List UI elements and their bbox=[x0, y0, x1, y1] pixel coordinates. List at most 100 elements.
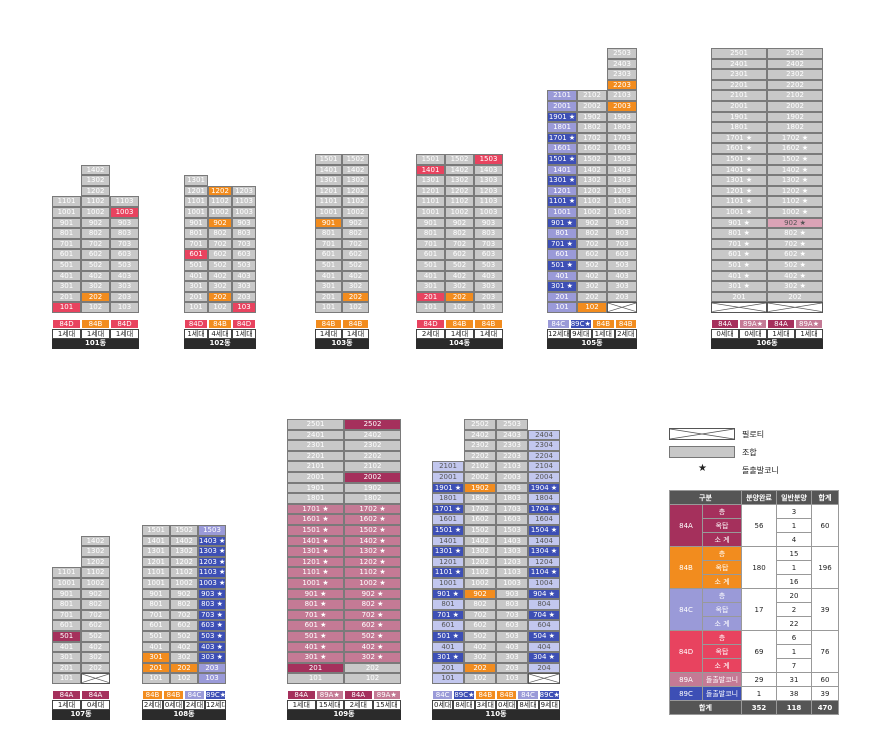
unit-cell: 703 bbox=[474, 238, 503, 250]
unit-cell: 1004 bbox=[528, 578, 560, 589]
unit-cell: 1003 bbox=[496, 578, 528, 589]
unit-cell: 403 bbox=[110, 270, 139, 282]
unit-cell: 1302 bbox=[577, 175, 607, 186]
unit-cell: 2401 bbox=[711, 58, 767, 70]
unit-cell: 1503 bbox=[474, 154, 503, 165]
building-name: 102동 bbox=[184, 339, 256, 349]
unit-cell: 1002 bbox=[81, 207, 110, 218]
unit-cell: 601 bbox=[547, 249, 577, 260]
unit-cell: 1303 bbox=[496, 546, 528, 557]
unit-cell: 2201 bbox=[287, 450, 344, 462]
unit-cell: 2403 bbox=[496, 429, 528, 441]
unit-cell: 702 bbox=[445, 238, 474, 250]
unit-cell: 1201 bbox=[416, 185, 445, 197]
unit-cell: 902 ★ bbox=[767, 217, 823, 229]
unit-cell: 2302 bbox=[344, 440, 401, 451]
unit-cell: 1702 bbox=[577, 132, 607, 144]
unit-count-label: 2세대 bbox=[614, 329, 637, 339]
unit-count-label: 1세대 bbox=[795, 329, 823, 339]
unit-cell: 1503 bbox=[607, 154, 637, 165]
unit-cell: 1001 ★ bbox=[711, 207, 767, 218]
unit-count-label: 15세대 bbox=[315, 700, 344, 710]
unit-cell: 1301 ★ bbox=[287, 546, 344, 557]
unit-cell: 501 ★ bbox=[547, 260, 577, 271]
unit-type-label: 89C★ bbox=[205, 690, 226, 700]
unit-cell: 901 bbox=[52, 588, 81, 600]
unit-cell: 901 bbox=[142, 588, 170, 600]
unit-count-label: 4세대 bbox=[208, 329, 232, 339]
unit-cell: 902 ★ bbox=[344, 588, 401, 600]
unit-type-label: 84A bbox=[52, 690, 81, 700]
unit-cell: 2003 bbox=[496, 472, 528, 483]
unit-cell: 701 ★ bbox=[432, 609, 464, 621]
unit-cell: 302 bbox=[445, 281, 474, 292]
unit-cell: 802 bbox=[464, 599, 496, 610]
unit-cell: 1301 ★ bbox=[547, 175, 577, 186]
unit-cell: 1601 bbox=[547, 143, 577, 154]
unit-cell: 1203 bbox=[496, 556, 528, 568]
unit-cell: 1801 bbox=[547, 122, 577, 133]
unit-cell: 1102 bbox=[464, 567, 496, 578]
unit-cell: 2403 bbox=[607, 58, 637, 70]
unit-cell: 1003 bbox=[474, 207, 503, 218]
unit-cell: 602 bbox=[208, 249, 232, 260]
unit-cell: 1103 bbox=[496, 567, 528, 578]
unit-cell: 2502 bbox=[464, 419, 496, 430]
unit-cell: 1003 ★ bbox=[198, 578, 226, 589]
unit-cell: 602 ★ bbox=[344, 620, 401, 631]
unit-cell: 503 bbox=[496, 631, 528, 642]
unit-cell: 1502 bbox=[445, 154, 474, 165]
unit-cell: 904 ★ bbox=[528, 588, 560, 600]
unit-cell: 1101 bbox=[52, 196, 81, 207]
unit-cell: 1601 ★ bbox=[711, 143, 767, 154]
unit-cell: 902 bbox=[445, 217, 474, 229]
unit-cell: 1501 bbox=[315, 154, 342, 165]
unit-type-label: 84B bbox=[315, 319, 342, 329]
unit-cell: 1802 bbox=[767, 122, 823, 133]
unit-cell: 1401 ★ bbox=[711, 164, 767, 176]
unit-count-label: 2세대 bbox=[344, 700, 373, 710]
unit-cell: 202 bbox=[577, 291, 607, 303]
unit-cell: 1702 ★ bbox=[767, 132, 823, 144]
unit-cell: 103 bbox=[232, 302, 256, 313]
unit-cell: 1304 ★ bbox=[528, 546, 560, 557]
unit-cell: 2404 bbox=[528, 429, 560, 441]
unit-cell: 1502 ★ bbox=[344, 525, 401, 536]
unit-type-label: 84D bbox=[184, 319, 208, 329]
unit-cell: 1403 bbox=[496, 535, 528, 547]
unit-cell: 2103 bbox=[607, 90, 637, 101]
unit-cell: 902 bbox=[208, 217, 232, 229]
unit-cell: 402 ★ bbox=[767, 270, 823, 282]
unit-cell: 1602 ★ bbox=[344, 514, 401, 525]
unit-cell: 502 bbox=[342, 260, 369, 271]
unit-cell: 802 bbox=[81, 228, 110, 239]
unit-cell: 2503 bbox=[496, 419, 528, 430]
unit-cell: 1302 bbox=[170, 546, 198, 557]
unit-cell: 1101 bbox=[142, 567, 170, 578]
unit-cell: 501 bbox=[52, 631, 81, 642]
unit-cell: 1602 ★ bbox=[767, 143, 823, 154]
unit-cell: 1002 bbox=[577, 207, 607, 218]
unit-count-label: 1세대 bbox=[342, 329, 369, 339]
unit-cell: 103 bbox=[496, 673, 528, 684]
unit-cell: 801 bbox=[52, 228, 81, 239]
unit-cell: 401 ★ bbox=[287, 641, 344, 653]
unit-cell: 2402 bbox=[344, 429, 401, 441]
unit-cell: 1401 bbox=[416, 164, 445, 176]
unit-cell: 902 bbox=[342, 217, 369, 229]
unit-cell: 402 bbox=[208, 270, 232, 282]
unit-cell: 303 bbox=[232, 281, 256, 292]
unit-cell: 1402 bbox=[170, 535, 198, 547]
unit-cell: 401 bbox=[52, 641, 81, 653]
unit-cell: 502 bbox=[464, 631, 496, 642]
unit-cell: 702 bbox=[81, 609, 110, 621]
unit-cell: 1701 ★ bbox=[547, 132, 577, 144]
unit-cell: 801 bbox=[52, 599, 81, 610]
unit-cell: 301 bbox=[52, 652, 81, 663]
unit-cell: 2302 bbox=[464, 440, 496, 451]
unit-cell: 1802 bbox=[344, 493, 401, 504]
unit-cell: 2101 bbox=[711, 90, 767, 101]
unit-type-label: 84B bbox=[496, 690, 518, 700]
unit-cell: 2501 bbox=[287, 419, 344, 430]
unit-type-label: 84B bbox=[445, 319, 474, 329]
